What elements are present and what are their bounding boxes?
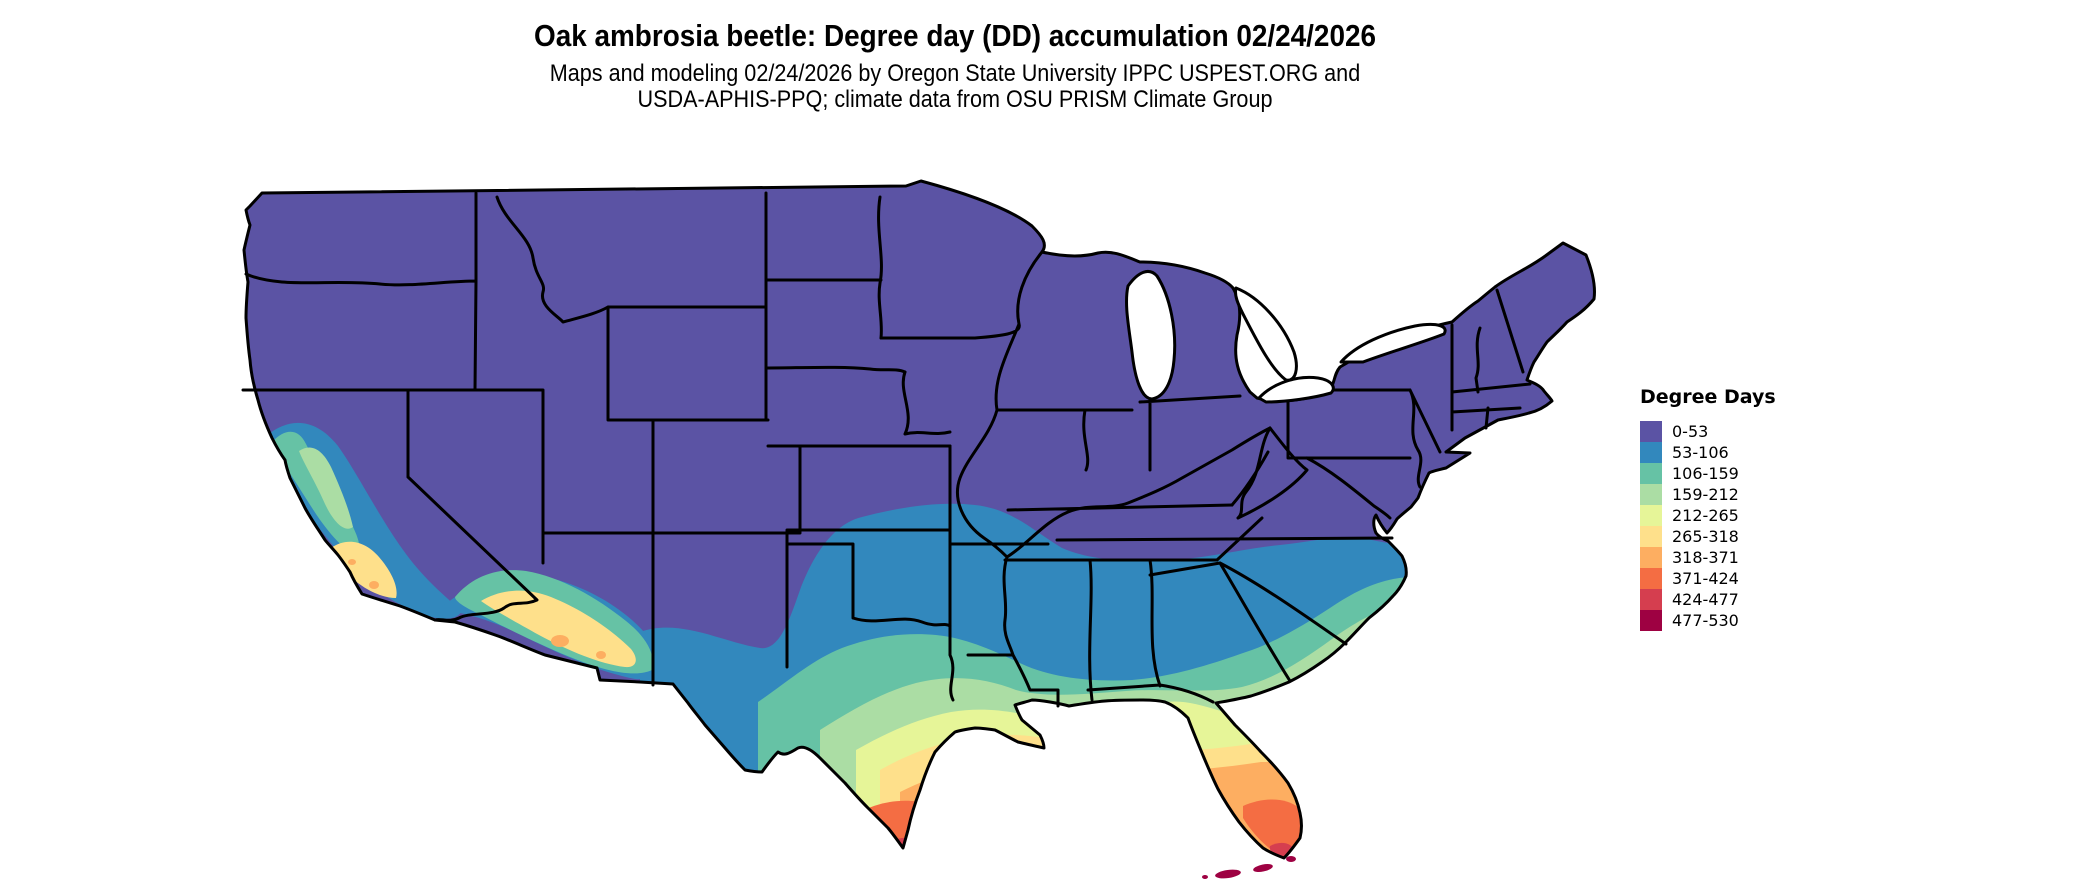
- lake-ontario: [1339, 322, 1447, 364]
- band-477-530-florida-keys: [1202, 856, 1296, 879]
- legend-item: 424-477: [1640, 589, 1776, 610]
- legend-label: 424-477: [1672, 590, 1739, 609]
- arizona-yellow: [481, 590, 636, 668]
- legend-label: 212-265: [1672, 506, 1739, 525]
- state-borders-central: [785, 250, 1272, 708]
- legend-title: Degree Days: [1640, 386, 1776, 408]
- great-lakes: [1125, 270, 1447, 404]
- legend-item: 318-371: [1640, 547, 1776, 568]
- legend-item: 106-159: [1640, 463, 1776, 484]
- lake-erie: [1257, 375, 1335, 404]
- legend-swatch: [1640, 589, 1662, 610]
- legend-swatch: [1640, 505, 1662, 526]
- band-371-424-florida: [1243, 799, 1301, 858]
- california-orange-spots: [348, 559, 379, 589]
- state-borders-west: [241, 191, 952, 687]
- legend-swatch: [1640, 526, 1662, 547]
- legend-swatch: [1640, 610, 1662, 631]
- legend-swatch: [1640, 442, 1662, 463]
- subtitle-line-1: Maps and modeling 02/24/2026 by Oregon S…: [549, 60, 1361, 87]
- legend-label: 159-212: [1672, 485, 1739, 504]
- legend-item: 212-265: [1640, 505, 1776, 526]
- legend-swatch: [1640, 463, 1662, 484]
- legend-item: 159-212: [1640, 484, 1776, 505]
- california-coast-teal: [272, 431, 360, 557]
- us-outline: [242, 179, 1596, 860]
- page-title: Oak ambrosia beetle: Degree day (DD) acc…: [533, 18, 1377, 53]
- legend-label: 106-159: [1672, 464, 1739, 483]
- legend: Degree Days 0-53 53-106 106-159 159-212 …: [1640, 386, 1776, 631]
- lake-michigan: [1125, 270, 1177, 401]
- legend-swatch: [1640, 568, 1662, 589]
- state-borders-east: [1055, 388, 1442, 683]
- legend-label: 477-530: [1672, 611, 1739, 630]
- legend-swatch: [1640, 547, 1662, 568]
- california-yellow: [331, 541, 397, 598]
- legend-label: 318-371: [1672, 548, 1739, 567]
- legend-label: 371-424: [1672, 569, 1739, 588]
- legend-swatch: [1640, 421, 1662, 442]
- legend-swatch: [1640, 484, 1662, 505]
- legend-item: 0-53: [1640, 421, 1776, 442]
- legend-label: 53-106: [1672, 443, 1729, 462]
- arizona-orange-spots: [551, 635, 606, 659]
- legend-item: 371-424: [1640, 568, 1776, 589]
- state-borders-northeast: [1450, 288, 1532, 432]
- legend-item: 477-530: [1640, 610, 1776, 631]
- california-green: [299, 447, 353, 529]
- lake-huron: [1234, 286, 1298, 382]
- legend-label: 265-318: [1672, 527, 1739, 546]
- legend-item: 53-106: [1640, 442, 1776, 463]
- legend-label: 0-53: [1672, 422, 1709, 441]
- legend-item: 265-318: [1640, 526, 1776, 547]
- page-subtitle: Maps and modeling 02/24/2026 by Oregon S…: [550, 61, 1360, 113]
- subtitle-line-2: USDA-APHIS-PPQ; climate data from OSU PR…: [637, 86, 1273, 113]
